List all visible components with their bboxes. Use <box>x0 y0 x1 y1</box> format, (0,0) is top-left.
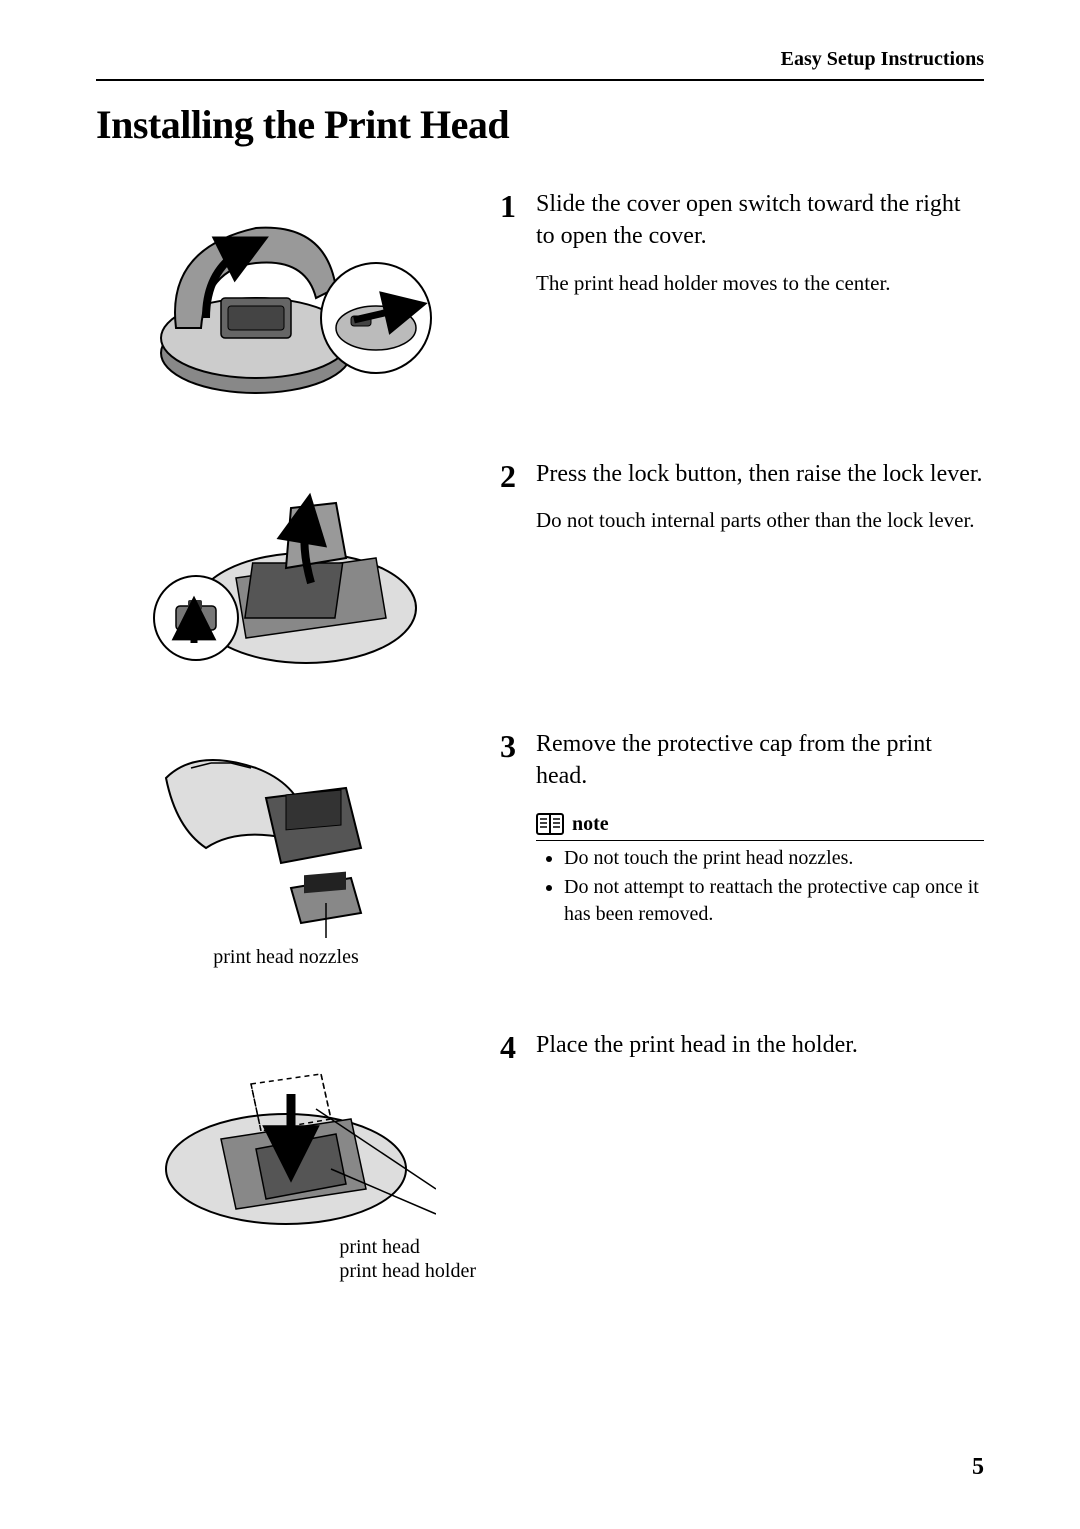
header-label: Easy Setup Instructions <box>96 48 984 71</box>
step-figure-1 <box>96 188 476 398</box>
figure-place-print-head <box>136 1039 436 1229</box>
step-sub: The print head holder moves to the cente… <box>536 269 984 297</box>
page-title: Installing the Print Head <box>96 101 984 148</box>
note-header: note <box>536 813 984 836</box>
step-row: print head print head holder 4 Place the… <box>96 1029 984 1283</box>
step-row: print head nozzles 3 Remove the protecti… <box>96 728 984 969</box>
figure-callouts: print head print head holder <box>96 1235 476 1283</box>
step-text: Remove the protective cap from the print… <box>516 728 984 930</box>
note-label: note <box>572 813 609 836</box>
figure-printer-open-cover <box>136 198 436 398</box>
step-figure-4: print head print head holder <box>96 1029 476 1283</box>
step-sub: Do not touch internal parts other than t… <box>536 506 984 534</box>
step-number: 4 <box>476 1029 516 1063</box>
note-list: Do not touch the print head nozzles. Do … <box>536 840 984 928</box>
step-lead: Slide the cover open switch toward the r… <box>536 188 984 253</box>
step-figure-2 <box>96 458 476 668</box>
step-row: 1 Slide the cover open switch toward the… <box>96 188 984 398</box>
step-text: Slide the cover open switch toward the r… <box>516 188 984 297</box>
step-text: Press the lock button, then raise the lo… <box>516 458 984 535</box>
step-lead: Press the lock button, then raise the lo… <box>536 458 984 490</box>
callout-label: print head <box>339 1235 476 1259</box>
step-number: 1 <box>476 188 516 222</box>
step-number: 3 <box>476 728 516 762</box>
step-number: 2 <box>476 458 516 492</box>
page-number: 5 <box>972 1454 984 1481</box>
note-item: Do not attempt to reattach the protectiv… <box>564 874 984 928</box>
step-lead: Remove the protective cap from the print… <box>536 728 984 793</box>
note-item: Do not touch the print head nozzles. <box>564 845 984 872</box>
step-figure-3: print head nozzles <box>96 728 476 969</box>
figure-caption: print head nozzles <box>213 946 359 969</box>
note-icon <box>536 813 564 835</box>
callout-label: print head holder <box>339 1259 476 1283</box>
header-rule <box>96 79 984 81</box>
figure-lock-lever-raise <box>136 468 436 668</box>
figure-print-head-cap <box>136 738 436 938</box>
step-text: Place the print head in the holder. <box>516 1029 984 1077</box>
note-block: note Do not touch the print head nozzles… <box>536 813 984 928</box>
step-row: 2 Press the lock button, then raise the … <box>96 458 984 668</box>
step-lead: Place the print head in the holder. <box>536 1029 984 1061</box>
